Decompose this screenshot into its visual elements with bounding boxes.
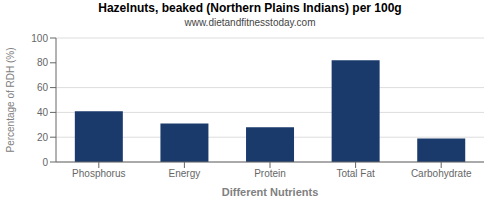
svg-text:40: 40 (37, 107, 49, 118)
svg-text:80: 80 (37, 57, 49, 68)
svg-text:100: 100 (31, 33, 48, 44)
html-text:www.dietandfitnesstoday.com: www.dietandfitnesstoday.com (184, 17, 316, 28)
svg-text:Total Fat: Total Fat (336, 168, 375, 179)
svg-text:Phosphorus: Phosphorus (72, 168, 125, 179)
svg-text:20: 20 (37, 132, 49, 143)
svg-text:Carbohydrate: Carbohydrate (411, 168, 472, 179)
svg-text:60: 60 (37, 82, 49, 93)
svg-text:Energy: Energy (169, 168, 201, 179)
svg-text:Different Nutrients: Different Nutrients (222, 186, 319, 198)
svg-text:Percentage of RDH (%): Percentage of RDH (%) (5, 47, 16, 152)
svg-text:Protein: Protein (254, 168, 286, 179)
html-text:Hazelnuts, beaked (Northern Pl: Hazelnuts, beaked (Northern Plains India… (98, 1, 402, 15)
svg-text:0: 0 (42, 157, 48, 168)
